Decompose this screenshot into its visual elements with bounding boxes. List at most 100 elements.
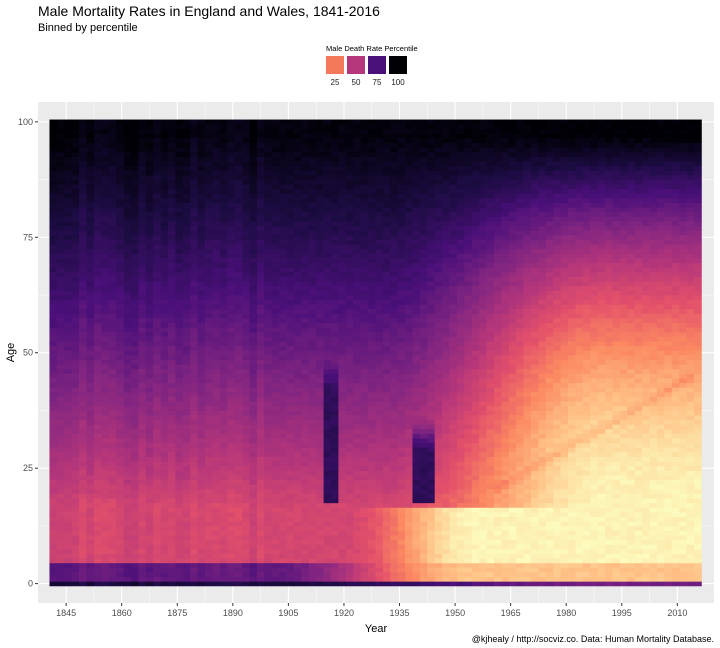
heatmap-cell: [301, 378, 310, 384]
heatmap-cell: [323, 198, 332, 204]
heatmap-cell: [353, 452, 361, 457]
heatmap-cell: [293, 502, 302, 508]
heatmap-cell: [353, 576, 361, 582]
heatmap-cell: [123, 567, 132, 573]
heatmap-cell: [160, 410, 169, 416]
heatmap-cell: [79, 271, 87, 277]
heatmap-cell: [234, 318, 243, 324]
heatmap-cell: [264, 207, 273, 213]
heatmap-cell: [219, 470, 228, 476]
heatmap-cell: [293, 184, 302, 190]
heatmap-cell: [56, 502, 65, 508]
heatmap-cell: [227, 479, 236, 485]
heatmap-cell: [219, 304, 228, 310]
heatmap-cell: [197, 405, 206, 411]
heatmap-cell: [101, 244, 110, 250]
heatmap-cell: [375, 572, 384, 578]
heatmap-cell: [301, 318, 310, 324]
heatmap-cell: [368, 475, 376, 481]
heatmap-cell: [308, 142, 317, 148]
heatmap-cell: [368, 276, 376, 282]
heatmap-cell: [249, 355, 258, 361]
heatmap-cell: [153, 516, 161, 522]
heatmap-cell: [256, 419, 265, 425]
heatmap-cell: [123, 198, 132, 204]
heatmap-cell: [360, 225, 369, 231]
heatmap-cell: [168, 572, 176, 578]
heatmap-cell: [249, 142, 258, 148]
heatmap-cell: [205, 433, 213, 439]
heatmap-cell: [360, 345, 369, 351]
heatmap-cell: [382, 442, 391, 448]
heatmap-cell: [153, 276, 161, 282]
heatmap-cell: [316, 391, 324, 397]
heatmap-cell: [390, 184, 399, 190]
heatmap-cell: [56, 295, 65, 300]
heatmap-cell: [345, 211, 354, 217]
heatmap-cell: [279, 207, 287, 213]
heatmap-cell: [190, 502, 198, 508]
heatmap-cell: [153, 216, 161, 222]
heatmap-cell: [130, 119, 139, 125]
heatmap-cell: [301, 244, 310, 250]
heatmap-cell: [56, 391, 65, 397]
heatmap-cell: [382, 225, 391, 231]
heatmap-cell: [338, 216, 347, 222]
heatmap-cell: [175, 452, 184, 457]
heatmap-cell: [353, 447, 361, 453]
heatmap-cell: [212, 124, 221, 130]
heatmap-cell: [130, 516, 139, 522]
heatmap-cell: [331, 211, 339, 217]
heatmap-cell: [93, 415, 102, 421]
heatmap-cell: [130, 447, 139, 453]
heatmap-cell: [123, 285, 132, 291]
heatmap-cell: [205, 188, 213, 194]
heatmap-cell: [49, 567, 58, 573]
heatmap-cell: [182, 479, 191, 485]
heatmap-cell: [79, 253, 87, 259]
heatmap-cell: [323, 438, 332, 444]
heatmap-cell: [86, 355, 95, 361]
heatmap-cell: [279, 234, 287, 240]
heatmap-cell: [256, 151, 265, 157]
heatmap-cell: [160, 133, 169, 139]
heatmap-cell: [234, 558, 243, 564]
heatmap-cell: [71, 156, 80, 162]
heatmap-cell: [86, 396, 95, 402]
heatmap-cell: [390, 336, 399, 342]
heatmap-cell: [190, 507, 198, 513]
heatmap-cell: [308, 521, 317, 527]
heatmap-cell: [382, 355, 391, 361]
heatmap-cell: [345, 234, 354, 240]
heatmap-cell: [331, 188, 339, 194]
heatmap-cell: [227, 410, 236, 416]
heatmap-cell: [227, 161, 236, 167]
heatmap-cell: [145, 244, 154, 250]
heatmap-cell: [145, 419, 154, 425]
heatmap-cell: [182, 424, 191, 430]
heatmap-cell: [242, 373, 250, 379]
heatmap-cell: [71, 581, 80, 587]
heatmap-cell: [145, 239, 154, 245]
heatmap-cell: [130, 572, 139, 578]
heatmap-cell: [197, 230, 206, 236]
heatmap-cell: [49, 248, 58, 254]
heatmap-cell: [286, 207, 295, 213]
heatmap-cell: [116, 193, 124, 199]
heatmap-cell: [168, 368, 176, 374]
heatmap-cell: [138, 355, 147, 361]
heatmap-cell: [153, 470, 161, 476]
heatmap-cell: [182, 470, 191, 476]
heatmap-cell: [360, 359, 369, 365]
heatmap-cell: [49, 331, 58, 337]
heatmap-cell: [153, 188, 161, 194]
heatmap-cell: [382, 493, 391, 499]
heatmap-cell: [190, 530, 198, 536]
heatmap-cell: [79, 521, 87, 527]
heatmap-cell: [138, 271, 147, 277]
heatmap-cell: [293, 281, 302, 287]
heatmap-cell: [182, 230, 191, 236]
heatmap-cell: [227, 318, 236, 324]
heatmap-cell: [375, 576, 384, 582]
heatmap-cell: [205, 415, 213, 421]
